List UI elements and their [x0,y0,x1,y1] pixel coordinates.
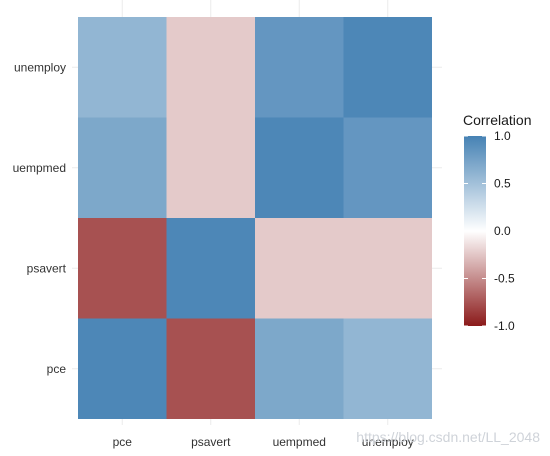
heatmap-cell-psavert-uempmed [166,117,255,218]
x-tick-label: uempmed [273,435,326,449]
legend-colorbar [464,136,486,326]
legend-tick-label: 0.5 [494,177,511,191]
legend-tick-label: -1.0 [494,319,515,333]
legend-tick-label: -0.5 [494,272,515,286]
y-tick-label: uempmed [13,161,66,175]
heatmap-cell-pce-psavert [78,218,167,319]
heatmap-cell-uempmed-pce [255,318,344,419]
y-tick-label: psavert [27,261,67,275]
heatmap-cell-psavert-pce [166,318,255,419]
y-axis-ticks: pce psavert uempmed unemploy [13,60,67,376]
heatmap-cell-unemploy-pce [343,318,432,419]
legend-title: Correlation [463,112,531,128]
heatmap-cell-uempmed-uempmed [255,117,344,218]
heatmap-cell-pce-unemploy [78,17,167,118]
legend-tick-label: 1.0 [494,129,511,143]
heatmap-cell-unemploy-uempmed [343,117,432,218]
y-tick-label: pce [47,362,67,376]
heatmap-tiles [78,17,432,419]
heatmap-cell-pce-pce [78,318,167,419]
heatmap-cell-unemploy-psavert [343,218,432,319]
heatmap-cell-uempmed-psavert [255,218,344,319]
color-legend: Correlation 1.0 0.5 0.0 -0.5 -1.0 [463,112,531,333]
heatmap-cell-uempmed-unemploy [255,17,344,118]
y-tick-label: unemploy [14,60,66,74]
x-tick-label: unemploy [362,435,414,449]
heatmap-cell-pce-uempmed [78,117,167,218]
x-tick-label: pce [113,435,133,449]
heatmap-cell-unemploy-unemploy [343,17,432,118]
x-axis-ticks: pce psavert uempmed unemploy [113,435,414,449]
legend-ticks: 1.0 0.5 0.0 -0.5 -1.0 [464,129,515,333]
heatmap-cell-psavert-psavert [166,218,255,319]
x-tick-label: psavert [191,435,231,449]
heatmap-cell-psavert-unemploy [166,17,255,118]
watermark-text: https://blog.csdn.net/LL_2048 [356,429,540,445]
legend-tick-label: 0.0 [494,224,511,238]
